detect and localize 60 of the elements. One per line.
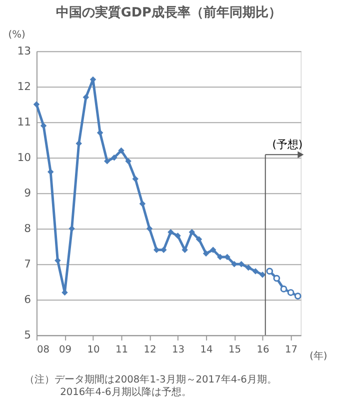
y-axis-title: (%) [8,29,26,40]
x-axis-title: (年) [310,350,328,362]
point [266,268,274,275]
point [132,176,138,182]
point [280,286,288,292]
point [111,154,118,161]
y-tick-label: 8 [24,222,32,236]
point [287,289,294,296]
point [196,236,202,242]
y-tick-label: 11 [17,116,32,129]
chart-title: 中国の実質GDP成長率（前年同期比） [56,4,282,21]
y-tick-label: 13 [17,44,32,58]
point [160,246,167,254]
point [273,274,280,282]
point [118,147,124,154]
point [104,158,110,164]
point [231,260,238,268]
point [259,272,266,278]
point [188,229,196,236]
x-tick-label: 17 [285,344,298,356]
x-tick-label: 12 [144,344,156,356]
x-tick-label: 14 [200,344,213,356]
point [76,140,82,147]
text: 2016年4-6月期以降は予想。 [60,386,192,398]
point [202,250,210,257]
point [54,257,61,264]
point [174,232,181,239]
y-tick-label: 10 [17,151,32,164]
y-tick-label: 6 [24,293,32,306]
x-tick-label: 13 [172,344,185,356]
point [82,94,90,100]
point [245,264,252,271]
point [125,158,132,164]
point [252,268,259,274]
point [139,200,146,207]
point [153,246,160,254]
point [217,254,224,260]
x-tick-label: 09 [58,344,72,356]
text: （注）データ期間は2008年1-3月期～2017年4-6月期。 [24,373,277,386]
point [168,229,174,236]
y-tick-label: 12 [17,80,32,94]
x-tick-label: 15 [228,344,242,356]
point [294,292,302,300]
point [33,101,40,108]
point [224,254,230,260]
ref-line-label: (予想) [272,138,303,151]
x-tick-label: 10 [87,344,100,356]
y-tick-label: 5 [24,328,32,342]
point [96,130,104,136]
x-tick-label: 08 [36,344,50,356]
x-tick-label: 11 [115,344,128,356]
point [146,226,153,232]
y-tick-label: 9 [24,186,32,200]
y-tick-label: 7 [24,258,32,271]
x-tick-label: 16 [256,344,270,356]
point [238,260,244,268]
point [182,246,188,254]
point [40,122,47,129]
point [210,246,216,254]
point [47,168,54,175]
